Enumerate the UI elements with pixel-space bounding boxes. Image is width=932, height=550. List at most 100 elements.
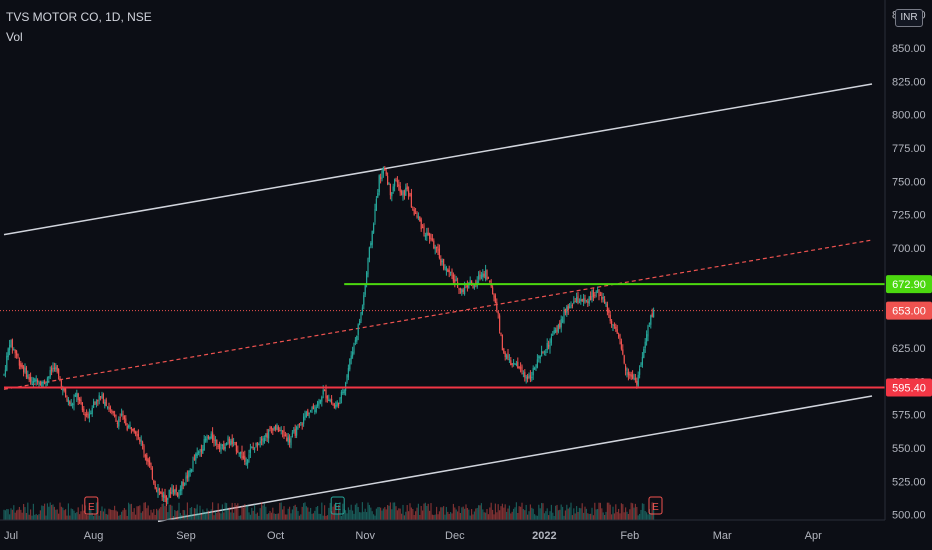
candle-body — [188, 471, 190, 478]
volume-bar — [223, 512, 225, 520]
candle-body — [373, 224, 375, 233]
volume-bar — [475, 508, 477, 520]
candle-body — [216, 439, 218, 445]
candle-body — [192, 460, 194, 469]
candle-body — [279, 429, 281, 431]
volume-bar — [387, 504, 389, 520]
candle-body — [290, 438, 292, 446]
volume-bar — [634, 503, 636, 520]
earnings-marker — [84, 496, 99, 515]
volume-bar — [513, 508, 515, 520]
candle-body — [650, 315, 652, 325]
volume-bar — [266, 514, 268, 520]
candle-body — [322, 390, 324, 395]
candle-body — [84, 413, 86, 417]
volume-bar — [452, 503, 454, 520]
volume-bar — [18, 506, 20, 520]
candle-body — [464, 286, 466, 295]
candle-body — [342, 392, 344, 394]
candle-body — [153, 480, 155, 484]
volume-bar — [90, 509, 92, 520]
volume-bar — [66, 515, 68, 520]
currency-badge[interactable]: INR — [895, 9, 923, 27]
candle-body — [49, 370, 51, 377]
volume-bar — [185, 514, 187, 520]
volume-bar — [67, 503, 69, 520]
candle-body — [382, 166, 384, 174]
candle-body — [455, 279, 457, 281]
volume-bar — [395, 506, 397, 520]
volume-bar — [81, 504, 83, 520]
candle-body — [454, 279, 456, 283]
volume-bar — [157, 510, 159, 520]
volume-bar — [202, 509, 204, 520]
candle-body — [273, 426, 275, 430]
candle-body — [193, 458, 195, 460]
volume-bar — [517, 512, 519, 520]
candle-body — [136, 433, 138, 437]
volume-bar — [114, 505, 116, 520]
volume-bar — [191, 507, 193, 520]
candle-body — [546, 342, 548, 351]
candle-body — [459, 288, 461, 291]
volume-bar — [597, 509, 599, 520]
candle-body — [154, 484, 156, 489]
candle-body — [245, 462, 247, 465]
symbol-title[interactable]: TVS MOTOR CO, 1D, NSE — [6, 10, 152, 24]
candle-body — [445, 267, 447, 271]
volume-bar — [511, 511, 513, 520]
candle-body — [48, 376, 50, 379]
volume-bar — [459, 513, 461, 520]
candle-body — [447, 269, 449, 272]
x-axis[interactable]: Jul Aug Sep Oct Nov Dec 2022 Feb Mar Apr — [0, 519, 885, 542]
volume-bar — [577, 511, 579, 520]
volume-bar — [195, 508, 197, 520]
volume-bar — [118, 515, 120, 520]
candle-body — [308, 412, 310, 414]
candle-body — [252, 447, 254, 449]
horizontal-lines[interactable] — [0, 283, 885, 389]
parallel-channel[interactable] — [3, 83, 873, 523]
candle-body — [39, 383, 41, 386]
channel-lower-line — [157, 395, 873, 523]
volume-legend[interactable]: Vol — [6, 30, 23, 44]
candle-body — [259, 441, 261, 444]
candle-body — [202, 449, 204, 454]
candle-body — [283, 429, 285, 437]
candle-body — [461, 288, 463, 293]
volume-bar — [46, 503, 48, 520]
candle-body — [482, 273, 484, 278]
volume-bar — [557, 510, 559, 520]
candle-body — [108, 407, 110, 410]
candle-body — [207, 436, 209, 439]
candle-body — [416, 215, 418, 217]
volume-bar — [17, 509, 19, 520]
x-tick-label: Aug — [84, 530, 104, 542]
volume-bar — [151, 512, 153, 520]
volume-bar — [220, 513, 222, 520]
volume-bar — [258, 515, 260, 520]
volume-bar — [464, 508, 466, 520]
candle-body — [212, 432, 214, 441]
volume-bar — [648, 508, 650, 520]
volume-bar — [7, 509, 9, 520]
volume-bar — [520, 506, 522, 520]
volume-bar — [20, 509, 22, 520]
volume-bar — [426, 505, 428, 520]
candle-body — [326, 396, 328, 399]
volume-bar — [63, 510, 65, 520]
candle-body — [630, 374, 632, 377]
candle-body — [616, 329, 618, 334]
volume-bar — [9, 514, 11, 520]
volume-bar — [518, 506, 520, 520]
candle-body — [123, 416, 125, 420]
candle-body — [419, 216, 421, 222]
candle-body — [247, 459, 249, 465]
volume-bar — [235, 505, 237, 520]
candle-body — [569, 307, 571, 309]
volume-bar — [149, 515, 151, 520]
y-axis[interactable]: 500.00525.00550.00575.00600.00625.00650.… — [884, 0, 932, 550]
